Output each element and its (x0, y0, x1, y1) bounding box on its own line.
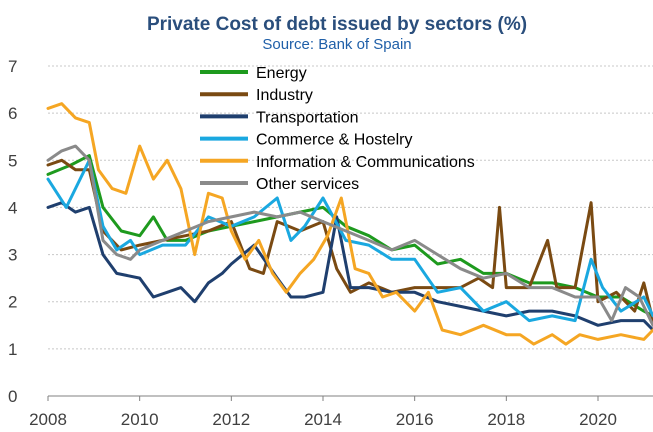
legend-label: Information & Communications (256, 154, 475, 171)
y-tick-label: 6 (8, 104, 17, 123)
legend: Energy Industry Transportation Commerce & H… (200, 65, 475, 193)
legend-label: Transportation (256, 109, 359, 126)
legend-item-transportation: Transportation (200, 109, 359, 126)
y-tick-label: 1 (8, 340, 17, 359)
chart-subtitle: Source: Bank of Spain (262, 36, 411, 53)
legend-item-energy: Energy (200, 65, 307, 82)
legend-item-commerce-hostelry: Commerce & Hostelry (200, 132, 412, 149)
y-tick-label: 5 (8, 151, 17, 170)
y-tick-label: 4 (8, 198, 17, 217)
x-tick-label: 2010 (121, 410, 159, 429)
x-axis-ticks: 2008 2010 2012 2014 2016 2018 2020 (29, 396, 617, 429)
x-tick-label: 2008 (29, 410, 67, 429)
y-tick-label: 3 (8, 246, 17, 265)
series-line-other-services (46, 144, 653, 327)
legend-item-information-communications: Information & Communications (200, 154, 475, 171)
series-lines (46, 102, 653, 346)
series-line-transportation (46, 201, 653, 332)
chart-title: Private Cost of debt issued by sectors (… (147, 14, 527, 35)
y-tick-label: 0 (8, 387, 17, 406)
x-tick-label: 2012 (212, 410, 250, 429)
legend-item-industry: Industry (200, 87, 313, 104)
x-tick-label: 2016 (396, 410, 434, 429)
series-line-information-communications (46, 102, 653, 346)
x-tick-label: 2018 (487, 410, 525, 429)
legend-item-other-services: Other services (200, 176, 359, 193)
legend-label: Industry (256, 87, 313, 104)
x-tick-label: 2020 (579, 410, 617, 429)
legend-label: Other services (256, 176, 359, 193)
y-tick-label: 7 (8, 57, 17, 76)
legend-label: Energy (256, 65, 307, 82)
legend-label: Commerce & Hostelry (256, 132, 412, 149)
gridlines (48, 65, 653, 397)
y-tick-label: 2 (8, 293, 17, 312)
x-tick-label: 2014 (304, 410, 342, 429)
series-line-industry (46, 158, 653, 323)
y-axis-ticks: 0 1 2 3 4 5 6 7 (8, 57, 17, 406)
